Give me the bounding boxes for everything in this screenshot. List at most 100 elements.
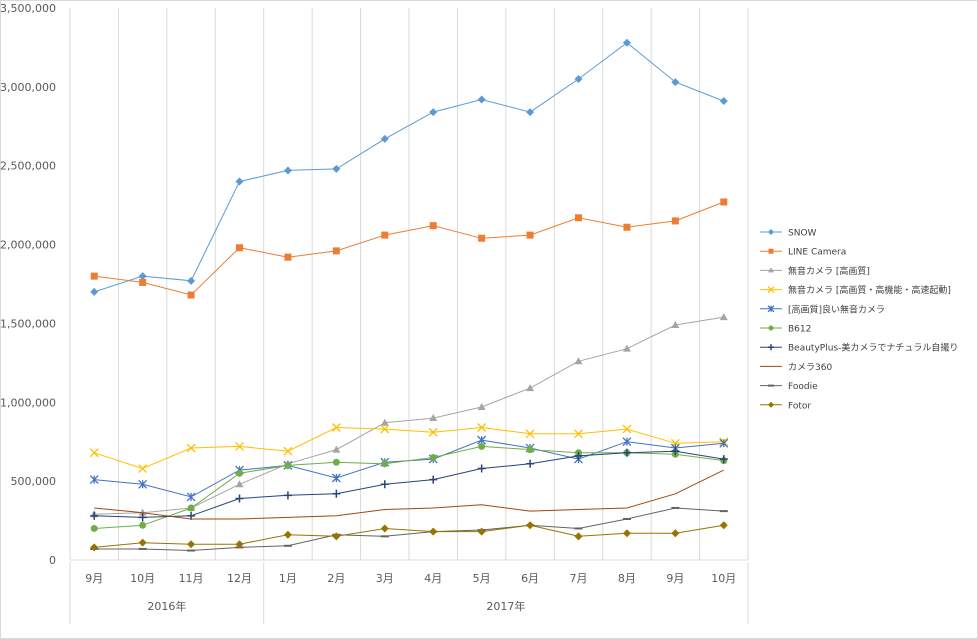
legend-label: SNOW — [788, 229, 817, 239]
data-point — [284, 254, 291, 261]
data-point — [284, 462, 291, 469]
x-tick-label: 3月 — [376, 572, 394, 585]
legend-label: 無音カメラ [高画質・高機能・高速起動] — [788, 284, 951, 296]
data-point — [284, 166, 292, 174]
data-point — [720, 313, 728, 320]
data-point — [187, 277, 195, 285]
data-point — [527, 446, 534, 453]
data-point — [478, 443, 485, 450]
data-point — [478, 528, 486, 536]
data-point — [139, 522, 146, 529]
data-point — [91, 525, 98, 532]
data-point — [429, 476, 437, 484]
legend-marker — [768, 344, 774, 350]
gridlines — [70, 8, 748, 560]
legend-item: BeautyPlus-美カメラでナチュラル自撮り — [760, 342, 958, 354]
data-point — [381, 524, 389, 532]
x-tick-label: 5月 — [473, 572, 491, 585]
data-point — [91, 273, 98, 280]
legend-item: Foodie — [760, 382, 818, 392]
data-point — [575, 214, 582, 221]
legend-item: B612 — [760, 325, 811, 335]
data-point — [429, 528, 437, 536]
data-point — [381, 232, 388, 239]
x-tick-label: 2月 — [327, 572, 345, 585]
data-point — [187, 493, 195, 501]
y-tick-label: 1,000,000 — [0, 396, 56, 409]
legend-item: Fotor — [760, 401, 811, 411]
data-point — [236, 177, 244, 185]
data-point — [332, 532, 340, 540]
legend-item: 無音カメラ [高画質] — [760, 265, 870, 277]
year-group-label: 2016年 — [147, 599, 186, 613]
data-point — [623, 529, 631, 537]
x-tick-label: 7月 — [570, 572, 588, 585]
legend: SNOW LINE Camera 無音カメラ [高画質] 無音カメラ [高画質・高機能… — [760, 229, 958, 412]
year-group-label: 2017年 — [486, 599, 525, 613]
data-point — [236, 480, 244, 487]
data-point — [187, 540, 195, 548]
data-point — [671, 529, 679, 537]
data-point — [90, 512, 98, 520]
legend-item: カメラ360 — [760, 362, 832, 373]
x-tick-label: 12月 — [227, 572, 252, 585]
data-point — [333, 247, 340, 254]
data-point — [139, 539, 147, 547]
data-point — [381, 135, 389, 143]
data-point — [720, 198, 727, 205]
y-tick-label: 0 — [49, 554, 56, 567]
data-point — [526, 108, 534, 116]
legend-label: BeautyPlus-美カメラでナチュラル自撮り — [788, 342, 958, 354]
data-point — [332, 490, 340, 498]
data-point — [284, 531, 292, 539]
data-point — [333, 459, 340, 466]
y-tick-label: 3,500,000 — [0, 2, 56, 15]
y-tick-label: 1,500,000 — [0, 317, 56, 330]
data-point — [332, 474, 340, 482]
x-tick-label: 6月 — [521, 572, 539, 585]
legend-item: 無音カメラ [高画質・高機能・高速起動] — [760, 284, 951, 296]
x-tick-label: 9月 — [666, 572, 684, 585]
data-point — [236, 244, 243, 251]
x-tick-label: 4月 — [424, 572, 442, 585]
x-tick-label: 10月 — [711, 572, 736, 585]
data-point — [526, 521, 534, 529]
x-tick-label: 1月 — [279, 572, 297, 585]
data-point — [526, 460, 534, 468]
legend-label: LINE Camera — [788, 248, 846, 258]
data-point — [188, 292, 195, 299]
data-point — [381, 460, 388, 467]
data-point — [478, 465, 486, 473]
legend-item: SNOW — [760, 229, 817, 239]
y-axis-tick-labels: 0 500,000 1,000,000 1,500,000 2,000,000 2,500… — [0, 2, 56, 567]
data-point — [236, 494, 244, 502]
x-tick-label: 10月 — [130, 572, 155, 585]
legend-label: [高画質]良い無音カメラ — [788, 303, 885, 315]
data-point — [672, 217, 679, 224]
x-tick-label: 8月 — [618, 572, 636, 585]
x-tick-label: 9月 — [85, 572, 103, 585]
data-point — [623, 345, 631, 352]
data-point — [430, 222, 437, 229]
data-point — [139, 465, 147, 473]
data-point — [527, 232, 534, 239]
y-tick-label: 2,500,000 — [0, 160, 56, 173]
y-tick-label: 2,000,000 — [0, 239, 56, 252]
data-point — [188, 504, 195, 511]
data-point — [623, 449, 631, 457]
legend-item: LINE Camera — [760, 248, 846, 258]
data-point — [720, 97, 728, 105]
y-tick-label: 3,000,000 — [0, 81, 56, 94]
data-point — [139, 272, 147, 280]
legend-label: 無音カメラ [高画質] — [788, 265, 870, 277]
data-point — [90, 449, 98, 457]
legend-label: Foodie — [788, 382, 818, 392]
data-point — [381, 480, 389, 488]
x-tick-label: 11月 — [179, 572, 204, 585]
data-point — [332, 165, 340, 173]
data-point — [430, 454, 437, 461]
data-point — [575, 75, 583, 83]
legend-label: Fotor — [788, 401, 811, 411]
x-axis: 9月 10月 11月 12月 1月 2月 3月 4月 5月 6月 7月 8月 9月 10月 2016年 201… — [70, 560, 748, 624]
data-point — [139, 279, 146, 286]
